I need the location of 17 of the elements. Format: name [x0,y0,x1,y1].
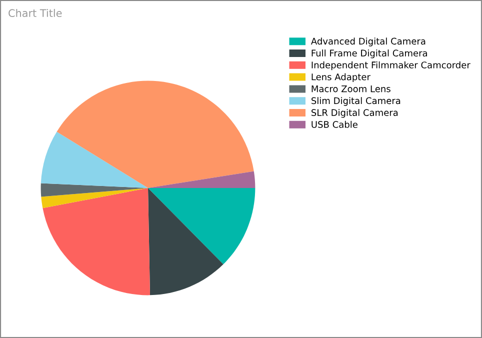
pie-slice [42,188,150,296]
legend-label: Full Frame Digital Camera [312,50,427,58]
pie-slice [40,132,148,188]
legend-label: Macro Zoom Lens [312,85,390,92]
legend-label: Slim Digital Camera [312,97,400,106]
pie-slice [148,171,256,188]
pie-slice [40,183,148,197]
legend-label: Independent Filmmaker Camcorder [312,61,470,70]
legend-label: USB Cable [312,120,358,128]
legend-label: Advanced Digital Camera [310,38,426,46]
pie-slice [41,188,148,208]
legend-label: Lens Adapter [312,73,370,82]
pie-slice [56,80,254,188]
legend-label: SLR Digital Camera [312,109,398,118]
chart-title: Chart Title [8,8,62,18]
pie-slice [148,188,224,296]
pie-slice [148,188,256,264]
